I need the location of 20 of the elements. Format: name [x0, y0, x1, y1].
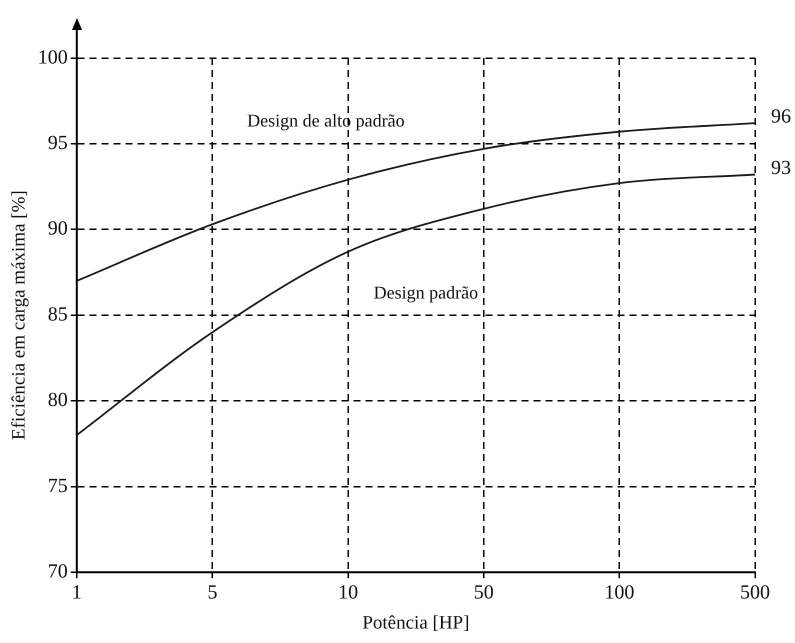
x-tick-label: 500	[740, 581, 770, 604]
x-tick-label: 50	[474, 581, 494, 604]
annotation: 93	[771, 156, 791, 179]
y-tick-label: 90	[48, 218, 68, 240]
line-series	[76, 174, 756, 436]
x-tick-label: 1	[72, 581, 82, 604]
text: Design padrão	[374, 282, 478, 302]
y-tick-label: 80	[48, 389, 68, 412]
x-tick-label: 100	[604, 581, 634, 604]
y-axis-title: Eficiência em carga máxima [%]	[8, 190, 30, 440]
y-tick-label: 95	[48, 132, 68, 154]
y-tick-label: 85	[48, 303, 68, 326]
x-tick-label: 10	[338, 581, 358, 604]
y-tick-label: 70	[48, 560, 68, 582]
x-axis-title: Potência [HP]	[362, 612, 470, 634]
x-tick-label: 5	[207, 581, 218, 604]
y-tick-label: 75	[48, 474, 68, 497]
y-tick-label: 100	[38, 46, 68, 68]
series-label: Design de alto padrão	[247, 110, 405, 130]
annotation: 96	[771, 105, 791, 128]
